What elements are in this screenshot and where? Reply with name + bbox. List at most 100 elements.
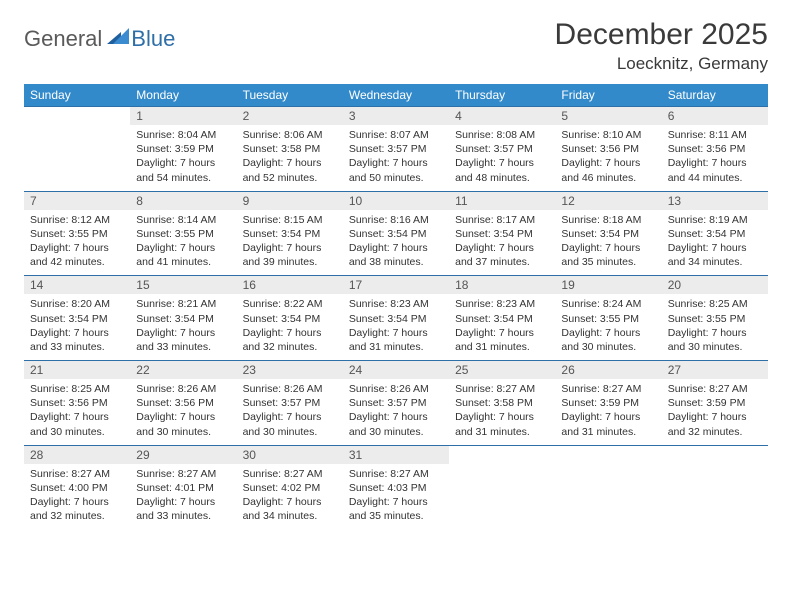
sunset-line: Sunset: 3:54 PM <box>136 312 230 326</box>
day-detail-cell: Sunrise: 8:20 AMSunset: 3:54 PMDaylight:… <box>24 294 130 360</box>
day-detail-cell: Sunrise: 8:27 AMSunset: 3:59 PMDaylight:… <box>555 379 661 445</box>
daylight-line: Daylight: 7 hours and 38 minutes. <box>349 241 443 269</box>
day-number-cell: 25 <box>449 361 555 380</box>
day-header: Thursday <box>449 84 555 107</box>
sunrise-line: Sunrise: 8:23 AM <box>455 297 549 311</box>
day-number-cell: 26 <box>555 361 661 380</box>
sunrise-line: Sunrise: 8:10 AM <box>561 128 655 142</box>
sunrise-line: Sunrise: 8:16 AM <box>349 213 443 227</box>
day-number-cell: 10 <box>343 191 449 210</box>
day-number-cell: 13 <box>662 191 768 210</box>
day-detail-cell: Sunrise: 8:27 AMSunset: 4:02 PMDaylight:… <box>237 464 343 530</box>
day-detail-cell: Sunrise: 8:08 AMSunset: 3:57 PMDaylight:… <box>449 125 555 191</box>
sunset-line: Sunset: 3:55 PM <box>30 227 124 241</box>
sunrise-line: Sunrise: 8:27 AM <box>455 382 549 396</box>
sunrise-line: Sunrise: 8:11 AM <box>668 128 762 142</box>
daylight-line: Daylight: 7 hours and 42 minutes. <box>30 241 124 269</box>
sunset-line: Sunset: 4:01 PM <box>136 481 230 495</box>
sunrise-line: Sunrise: 8:26 AM <box>349 382 443 396</box>
day-detail-cell: Sunrise: 8:25 AMSunset: 3:56 PMDaylight:… <box>24 379 130 445</box>
day-detail-cell <box>449 464 555 530</box>
sunset-line: Sunset: 3:57 PM <box>349 142 443 156</box>
sunset-line: Sunset: 3:59 PM <box>668 396 762 410</box>
daylight-line: Daylight: 7 hours and 30 minutes. <box>30 410 124 438</box>
sunset-line: Sunset: 3:56 PM <box>30 396 124 410</box>
day-number-cell: 29 <box>130 445 236 464</box>
day-header: Saturday <box>662 84 768 107</box>
daylight-line: Daylight: 7 hours and 50 minutes. <box>349 156 443 184</box>
daylight-line: Daylight: 7 hours and 30 minutes. <box>243 410 337 438</box>
sunrise-line: Sunrise: 8:26 AM <box>243 382 337 396</box>
sunrise-line: Sunrise: 8:15 AM <box>243 213 337 227</box>
sunset-line: Sunset: 4:02 PM <box>243 481 337 495</box>
sunrise-line: Sunrise: 8:24 AM <box>561 297 655 311</box>
sunset-line: Sunset: 3:59 PM <box>136 142 230 156</box>
month-title: December 2025 <box>555 18 768 52</box>
day-detail-cell: Sunrise: 8:17 AMSunset: 3:54 PMDaylight:… <box>449 210 555 276</box>
day-detail-cell: Sunrise: 8:24 AMSunset: 3:55 PMDaylight:… <box>555 294 661 360</box>
daylight-line: Daylight: 7 hours and 32 minutes. <box>243 326 337 354</box>
daylight-line: Daylight: 7 hours and 39 minutes. <box>243 241 337 269</box>
day-detail-cell: Sunrise: 8:19 AMSunset: 3:54 PMDaylight:… <box>662 210 768 276</box>
day-detail-cell <box>24 125 130 191</box>
sunrise-line: Sunrise: 8:21 AM <box>136 297 230 311</box>
sunrise-line: Sunrise: 8:07 AM <box>349 128 443 142</box>
day-number-cell: 1 <box>130 107 236 126</box>
day-detail-cell: Sunrise: 8:26 AMSunset: 3:57 PMDaylight:… <box>237 379 343 445</box>
day-detail-row: Sunrise: 8:12 AMSunset: 3:55 PMDaylight:… <box>24 210 768 276</box>
day-detail-cell: Sunrise: 8:12 AMSunset: 3:55 PMDaylight:… <box>24 210 130 276</box>
daylight-line: Daylight: 7 hours and 34 minutes. <box>668 241 762 269</box>
sunrise-line: Sunrise: 8:26 AM <box>136 382 230 396</box>
day-detail-cell: Sunrise: 8:07 AMSunset: 3:57 PMDaylight:… <box>343 125 449 191</box>
day-number-cell <box>662 445 768 464</box>
daylight-line: Daylight: 7 hours and 34 minutes. <box>243 495 337 523</box>
day-number-cell: 17 <box>343 276 449 295</box>
daylight-line: Daylight: 7 hours and 35 minutes. <box>561 241 655 269</box>
daylight-line: Daylight: 7 hours and 37 minutes. <box>455 241 549 269</box>
daylight-line: Daylight: 7 hours and 31 minutes. <box>455 326 549 354</box>
sunrise-line: Sunrise: 8:25 AM <box>668 297 762 311</box>
daylight-line: Daylight: 7 hours and 30 minutes. <box>668 326 762 354</box>
day-header: Sunday <box>24 84 130 107</box>
sunset-line: Sunset: 4:03 PM <box>349 481 443 495</box>
sunset-line: Sunset: 3:57 PM <box>243 396 337 410</box>
day-detail-cell: Sunrise: 8:10 AMSunset: 3:56 PMDaylight:… <box>555 125 661 191</box>
day-number-cell: 16 <box>237 276 343 295</box>
day-detail-cell: Sunrise: 8:27 AMSunset: 3:58 PMDaylight:… <box>449 379 555 445</box>
sunrise-line: Sunrise: 8:27 AM <box>561 382 655 396</box>
day-number-cell: 5 <box>555 107 661 126</box>
daylight-line: Daylight: 7 hours and 32 minutes. <box>668 410 762 438</box>
day-detail-cell: Sunrise: 8:26 AMSunset: 3:57 PMDaylight:… <box>343 379 449 445</box>
day-detail-cell: Sunrise: 8:18 AMSunset: 3:54 PMDaylight:… <box>555 210 661 276</box>
day-header-row: Sunday Monday Tuesday Wednesday Thursday… <box>24 84 768 107</box>
logo: General Blue <box>24 18 175 52</box>
day-header: Monday <box>130 84 236 107</box>
sunset-line: Sunset: 3:54 PM <box>668 227 762 241</box>
sunset-line: Sunset: 3:54 PM <box>349 227 443 241</box>
logo-text-general: General <box>24 26 102 52</box>
day-number-row: 21222324252627 <box>24 361 768 380</box>
calendar-table: Sunday Monday Tuesday Wednesday Thursday… <box>24 84 768 530</box>
sunrise-line: Sunrise: 8:19 AM <box>668 213 762 227</box>
day-detail-row: Sunrise: 8:25 AMSunset: 3:56 PMDaylight:… <box>24 379 768 445</box>
sunset-line: Sunset: 3:57 PM <box>455 142 549 156</box>
sunrise-line: Sunrise: 8:27 AM <box>668 382 762 396</box>
daylight-line: Daylight: 7 hours and 35 minutes. <box>349 495 443 523</box>
day-detail-cell: Sunrise: 8:04 AMSunset: 3:59 PMDaylight:… <box>130 125 236 191</box>
day-number-cell: 18 <box>449 276 555 295</box>
sunset-line: Sunset: 3:55 PM <box>561 312 655 326</box>
day-number-cell: 23 <box>237 361 343 380</box>
daylight-line: Daylight: 7 hours and 33 minutes. <box>136 495 230 523</box>
location: Loecknitz, Germany <box>555 54 768 74</box>
sunset-line: Sunset: 3:58 PM <box>455 396 549 410</box>
day-detail-row: Sunrise: 8:04 AMSunset: 3:59 PMDaylight:… <box>24 125 768 191</box>
day-detail-cell: Sunrise: 8:21 AMSunset: 3:54 PMDaylight:… <box>130 294 236 360</box>
day-header: Tuesday <box>237 84 343 107</box>
day-number-cell: 7 <box>24 191 130 210</box>
day-number-row: 28293031 <box>24 445 768 464</box>
sunset-line: Sunset: 3:56 PM <box>561 142 655 156</box>
day-detail-cell: Sunrise: 8:06 AMSunset: 3:58 PMDaylight:… <box>237 125 343 191</box>
day-detail-cell: Sunrise: 8:27 AMSunset: 4:03 PMDaylight:… <box>343 464 449 530</box>
sunrise-line: Sunrise: 8:25 AM <box>30 382 124 396</box>
sunset-line: Sunset: 3:54 PM <box>243 312 337 326</box>
